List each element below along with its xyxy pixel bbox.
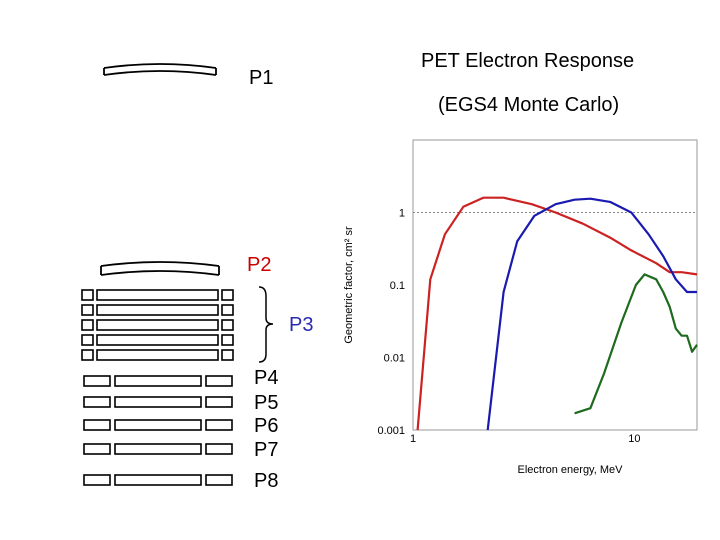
y-axis-label: Geometric factor, cm² sr — [343, 226, 355, 344]
series-line-3 — [574, 273, 698, 415]
label-p3: P3 — [289, 314, 314, 336]
label-p5: P5 — [254, 392, 279, 414]
y-tick-label: 0.001 — [377, 425, 405, 437]
y-tick-label: 0.01 — [384, 353, 405, 365]
series-line-1 — [416, 196, 698, 431]
label-p8: P8 — [254, 470, 279, 492]
p3-stack — [81, 289, 234, 361]
p3-bracket — [258, 286, 274, 363]
label-p2: P2 — [247, 254, 272, 276]
series-line-2 — [486, 197, 697, 431]
label-p7: P7 — [254, 439, 279, 461]
p1-plate — [103, 63, 217, 76]
label-p4: P4 — [254, 367, 279, 389]
y-tick-label: 0.1 — [390, 280, 405, 292]
x-tick-label: 10 — [628, 433, 640, 445]
x-tick-label: 1 — [410, 433, 416, 445]
x-axis-label: Electron energy, MeV — [518, 464, 624, 476]
p4-p8-stack — [83, 375, 233, 486]
chart-subtitle: (EGS4 Monte Carlo) — [438, 94, 620, 116]
chart-title: PET Electron Response — [421, 50, 635, 72]
p2-plate — [100, 261, 220, 276]
y-tick-label: 1 — [399, 208, 405, 220]
label-p6: P6 — [254, 415, 279, 437]
plot-frame — [412, 139, 698, 431]
label-p1: P1 — [249, 67, 274, 89]
